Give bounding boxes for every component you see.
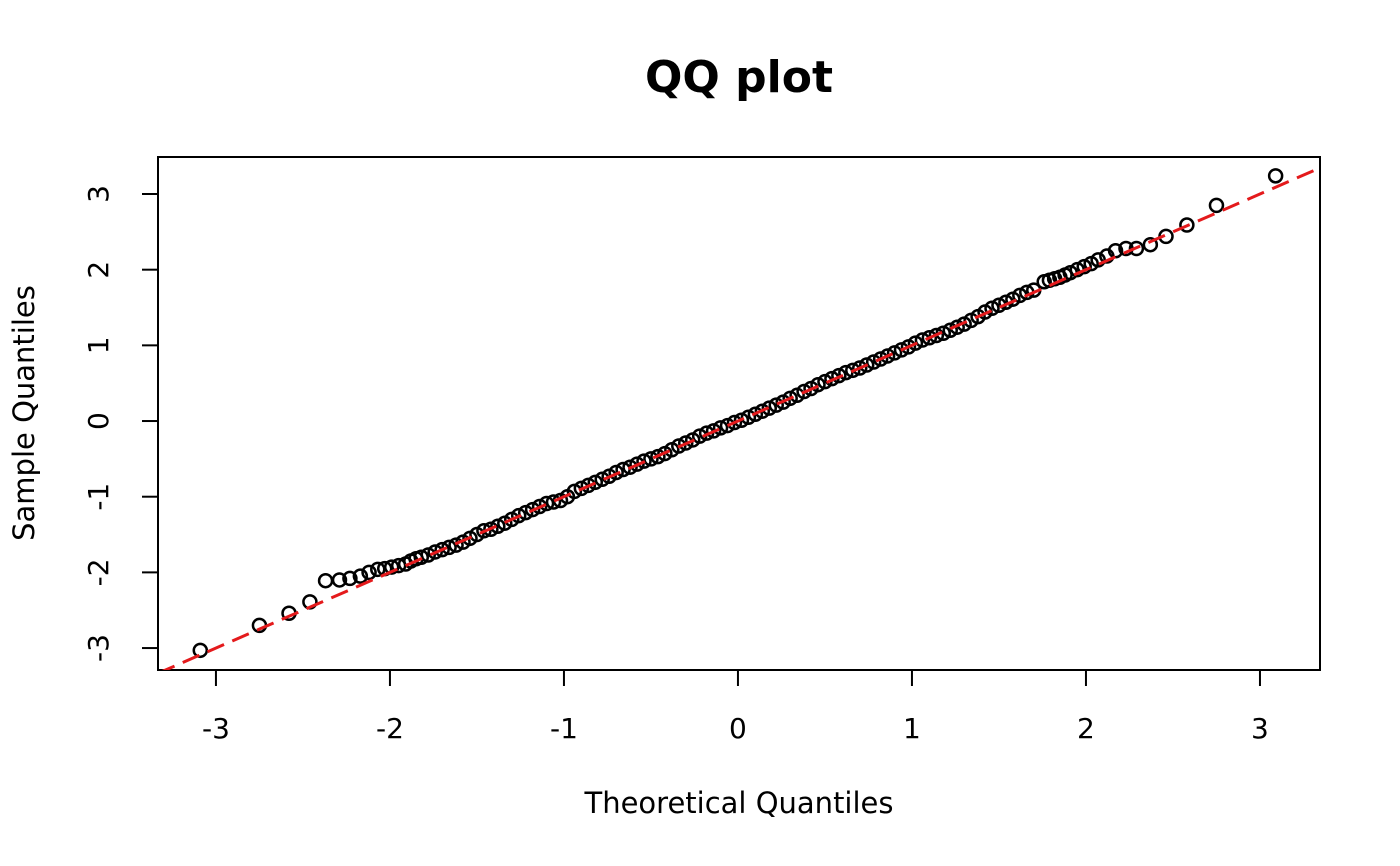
point xyxy=(622,459,638,475)
point xyxy=(858,357,875,373)
point xyxy=(893,342,910,358)
y-tick-label: -3 xyxy=(82,634,115,662)
point xyxy=(517,504,534,521)
x-tick-label: 3 xyxy=(1251,712,1269,745)
point xyxy=(852,360,868,376)
point xyxy=(483,521,499,537)
point xyxy=(1076,258,1092,275)
point xyxy=(1107,243,1124,259)
point xyxy=(796,383,812,400)
point xyxy=(1179,217,1195,233)
point xyxy=(747,406,764,422)
point xyxy=(768,397,784,413)
point xyxy=(594,471,610,488)
point xyxy=(608,464,624,481)
point xyxy=(643,451,659,467)
point xyxy=(342,570,358,587)
point xyxy=(810,376,826,393)
point xyxy=(361,564,377,581)
point xyxy=(705,423,722,439)
point xyxy=(192,642,209,659)
point xyxy=(545,494,562,510)
point xyxy=(921,330,938,346)
x-tick-label: -2 xyxy=(376,712,404,745)
point xyxy=(831,367,847,384)
x-tick-label: -3 xyxy=(202,712,230,745)
point xyxy=(413,549,430,565)
point xyxy=(712,420,729,436)
point xyxy=(352,568,369,584)
point xyxy=(984,300,1000,317)
y-tick-label: 2 xyxy=(82,261,115,279)
point xyxy=(1090,252,1106,268)
x-tick-label: 1 xyxy=(903,712,921,745)
point xyxy=(420,547,436,563)
point xyxy=(573,480,590,497)
point xyxy=(928,327,945,344)
point xyxy=(580,477,597,494)
point xyxy=(331,572,348,588)
point xyxy=(490,518,506,534)
point xyxy=(1128,240,1145,257)
point xyxy=(434,541,450,558)
point xyxy=(733,412,750,429)
point xyxy=(524,501,541,518)
point xyxy=(942,322,958,338)
point xyxy=(865,354,882,370)
y-tick-label: 0 xyxy=(82,412,115,430)
chart-title: QQ plot xyxy=(645,52,833,103)
point xyxy=(879,348,896,364)
point xyxy=(1267,168,1284,184)
point xyxy=(476,523,492,539)
y-tick-label: -2 xyxy=(82,558,115,586)
point xyxy=(566,483,583,500)
point xyxy=(761,400,778,416)
point xyxy=(1142,236,1159,253)
point xyxy=(1208,197,1225,214)
y-axis-label: Sample Quantiles xyxy=(7,285,41,541)
point xyxy=(719,417,736,434)
reference-line xyxy=(161,166,1320,670)
point xyxy=(782,390,798,407)
point xyxy=(531,498,548,515)
point xyxy=(754,403,771,419)
point xyxy=(427,544,443,560)
point xyxy=(448,537,464,553)
point xyxy=(671,438,687,454)
point xyxy=(510,507,527,524)
point xyxy=(872,351,889,367)
point xyxy=(650,448,666,465)
point xyxy=(629,456,645,472)
point xyxy=(383,559,400,575)
point xyxy=(726,414,743,431)
plot-area xyxy=(161,166,1320,670)
point xyxy=(370,561,386,578)
x-tick-label: 0 xyxy=(729,712,747,745)
point xyxy=(587,474,604,491)
point xyxy=(678,435,694,451)
y-tick-label: 1 xyxy=(82,336,115,354)
point xyxy=(636,453,652,469)
x-axis-label: Theoretical Quantiles xyxy=(583,786,893,820)
point xyxy=(740,409,757,425)
y-tick-label: 3 xyxy=(82,185,115,203)
x-tick-label: 2 xyxy=(1077,712,1095,745)
point xyxy=(317,572,334,589)
point xyxy=(907,335,924,351)
point xyxy=(886,345,903,361)
point xyxy=(538,495,555,512)
x-tick-label: -1 xyxy=(550,712,578,745)
point xyxy=(845,362,861,379)
y-tick-label: -1 xyxy=(82,483,115,511)
point xyxy=(441,539,457,556)
point xyxy=(914,332,931,348)
